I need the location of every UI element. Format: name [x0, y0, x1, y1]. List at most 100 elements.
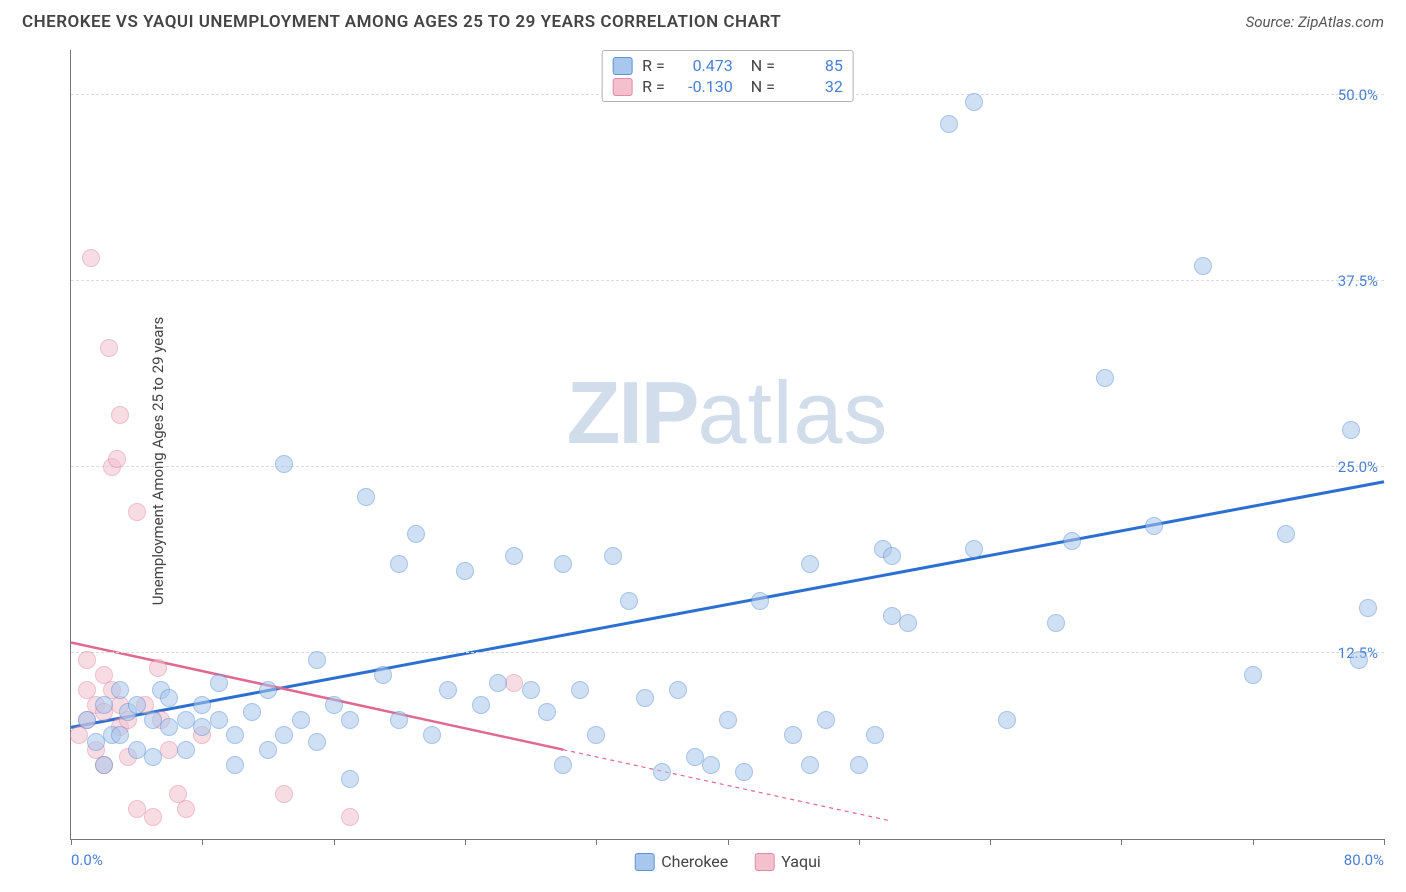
cherokee-point	[275, 455, 293, 473]
cherokee-point	[1277, 525, 1295, 543]
y-tick-label: 50.0%	[1338, 86, 1378, 104]
cherokee-point	[177, 741, 195, 759]
cherokee-point	[1359, 599, 1377, 617]
cherokee-point	[87, 733, 105, 751]
cherokee-point	[341, 711, 359, 729]
cherokee-point	[1047, 614, 1065, 632]
cherokee-point	[128, 696, 146, 714]
cherokee-point	[686, 748, 704, 766]
cherokee-point	[390, 555, 408, 573]
yaqui-point	[149, 659, 167, 677]
cherokee-point	[423, 726, 441, 744]
cherokee-point	[177, 711, 195, 729]
swatch-cherokee	[634, 853, 654, 871]
cherokee-point	[325, 696, 343, 714]
cherokee-point	[259, 681, 277, 699]
cherokee-point	[801, 756, 819, 774]
cherokee-point	[817, 711, 835, 729]
cherokee-point	[850, 756, 868, 774]
cherokee-point	[210, 674, 228, 692]
cherokee-point	[489, 674, 507, 692]
yaqui-point	[160, 741, 178, 759]
cherokee-point	[390, 711, 408, 729]
correlation-legend: R = 0.473 N = 85 R = -0.130 N = 32	[601, 50, 854, 102]
swatch-yaqui	[754, 853, 774, 871]
cherokee-point	[308, 651, 326, 669]
cherokee-point	[95, 696, 113, 714]
yaqui-r-value: -0.130	[675, 77, 733, 96]
x-tick	[1253, 839, 1254, 845]
cherokee-point	[1342, 421, 1360, 439]
cherokee-point	[341, 770, 359, 788]
cherokee-point	[883, 607, 901, 625]
cherokee-point	[407, 525, 425, 543]
x-tick	[1384, 839, 1385, 845]
y-tick-label: 25.0%	[1338, 458, 1378, 476]
watermark: ZIPatlas	[567, 362, 889, 464]
cherokee-point	[940, 115, 958, 133]
yaqui-point	[275, 785, 293, 803]
cherokee-point	[1063, 532, 1081, 550]
cherokee-point	[866, 726, 884, 744]
cherokee-point	[357, 488, 375, 506]
cherokee-point	[210, 711, 228, 729]
legend-item-yaqui: Yaqui	[754, 852, 821, 871]
cherokee-point	[784, 726, 802, 744]
cherokee-point	[620, 592, 638, 610]
cherokee-point	[144, 711, 162, 729]
cherokee-point	[751, 592, 769, 610]
source-attribution: Source: ZipAtlas.com	[1246, 13, 1384, 31]
yaqui-point	[78, 651, 96, 669]
yaqui-point	[128, 800, 146, 818]
cherokee-r-value: 0.473	[675, 56, 733, 75]
cherokee-point	[456, 562, 474, 580]
gridline	[71, 652, 1384, 653]
cherokee-point	[111, 681, 129, 699]
cherokee-point	[308, 733, 326, 751]
n-label: N =	[743, 77, 775, 96]
yaqui-label: Yaqui	[781, 852, 821, 871]
cherokee-point	[998, 711, 1016, 729]
cherokee-point	[160, 689, 178, 707]
cherokee-point	[505, 547, 523, 565]
cherokee-point	[1145, 517, 1163, 535]
cherokee-point	[243, 703, 261, 721]
x-axis-max-label: 80.0%	[1344, 851, 1384, 869]
r-label: R =	[642, 56, 665, 75]
x-tick	[202, 839, 203, 845]
swatch-yaqui	[612, 78, 632, 96]
series-legend: Cherokee Yaqui	[634, 852, 821, 871]
cherokee-point	[965, 93, 983, 111]
cherokee-point	[669, 681, 687, 699]
cherokee-point	[735, 763, 753, 781]
cherokee-point	[554, 756, 572, 774]
legend-item-cherokee: Cherokee	[634, 852, 728, 871]
x-tick	[71, 839, 72, 845]
cherokee-point	[965, 540, 983, 558]
cherokee-point	[883, 547, 901, 565]
cherokee-point	[899, 614, 917, 632]
cherokee-point	[1350, 651, 1368, 669]
x-tick	[859, 839, 860, 845]
yaqui-point	[108, 450, 126, 468]
yaqui-point	[82, 249, 100, 267]
cherokee-point	[587, 726, 605, 744]
cherokee-point	[111, 726, 129, 744]
cherokee-point	[571, 681, 589, 699]
cherokee-point	[554, 555, 572, 573]
cherokee-n-value: 85	[785, 56, 843, 75]
cherokee-point	[193, 696, 211, 714]
yaqui-point	[100, 339, 118, 357]
cherokee-point	[144, 748, 162, 766]
cherokee-point	[439, 681, 457, 699]
legend-row-yaqui: R = -0.130 N = 32	[612, 76, 843, 97]
cherokee-point	[801, 555, 819, 573]
cherokee-point	[1096, 369, 1114, 387]
cherokee-point	[226, 756, 244, 774]
yaqui-point	[111, 406, 129, 424]
cherokee-point	[78, 711, 96, 729]
r-label: R =	[642, 77, 665, 96]
cherokee-point	[1244, 666, 1262, 684]
swatch-cherokee	[612, 57, 632, 75]
legend-row-cherokee: R = 0.473 N = 85	[612, 55, 843, 76]
